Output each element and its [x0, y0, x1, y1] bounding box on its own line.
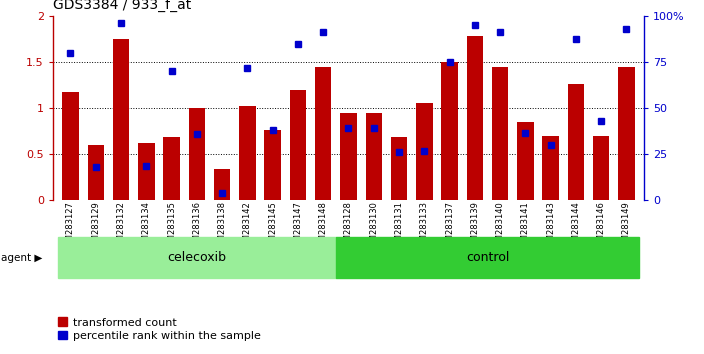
- Bar: [416, 103, 432, 200]
- Bar: [62, 92, 79, 200]
- Bar: [492, 67, 508, 200]
- Bar: [336, 237, 639, 278]
- Bar: [567, 84, 584, 200]
- Bar: [441, 62, 458, 200]
- Bar: [340, 114, 357, 200]
- Text: GDS3384 / 933_f_at: GDS3384 / 933_f_at: [53, 0, 191, 12]
- Bar: [87, 145, 104, 200]
- Bar: [315, 67, 332, 200]
- Bar: [189, 108, 205, 200]
- Bar: [391, 137, 407, 200]
- Bar: [290, 90, 306, 200]
- Bar: [467, 36, 483, 200]
- Bar: [517, 122, 534, 200]
- Text: celecoxib: celecoxib: [168, 251, 227, 264]
- Bar: [113, 39, 130, 200]
- Bar: [239, 106, 256, 200]
- Bar: [543, 136, 559, 200]
- Bar: [265, 130, 281, 200]
- Bar: [138, 143, 154, 200]
- Bar: [365, 114, 382, 200]
- Bar: [593, 136, 610, 200]
- Legend: transformed count, percentile rank within the sample: transformed count, percentile rank withi…: [58, 318, 260, 341]
- Text: control: control: [466, 251, 509, 264]
- Bar: [214, 169, 230, 200]
- Bar: [58, 237, 336, 278]
- Text: agent ▶: agent ▶: [1, 252, 42, 263]
- Bar: [163, 137, 180, 200]
- Bar: [618, 67, 635, 200]
